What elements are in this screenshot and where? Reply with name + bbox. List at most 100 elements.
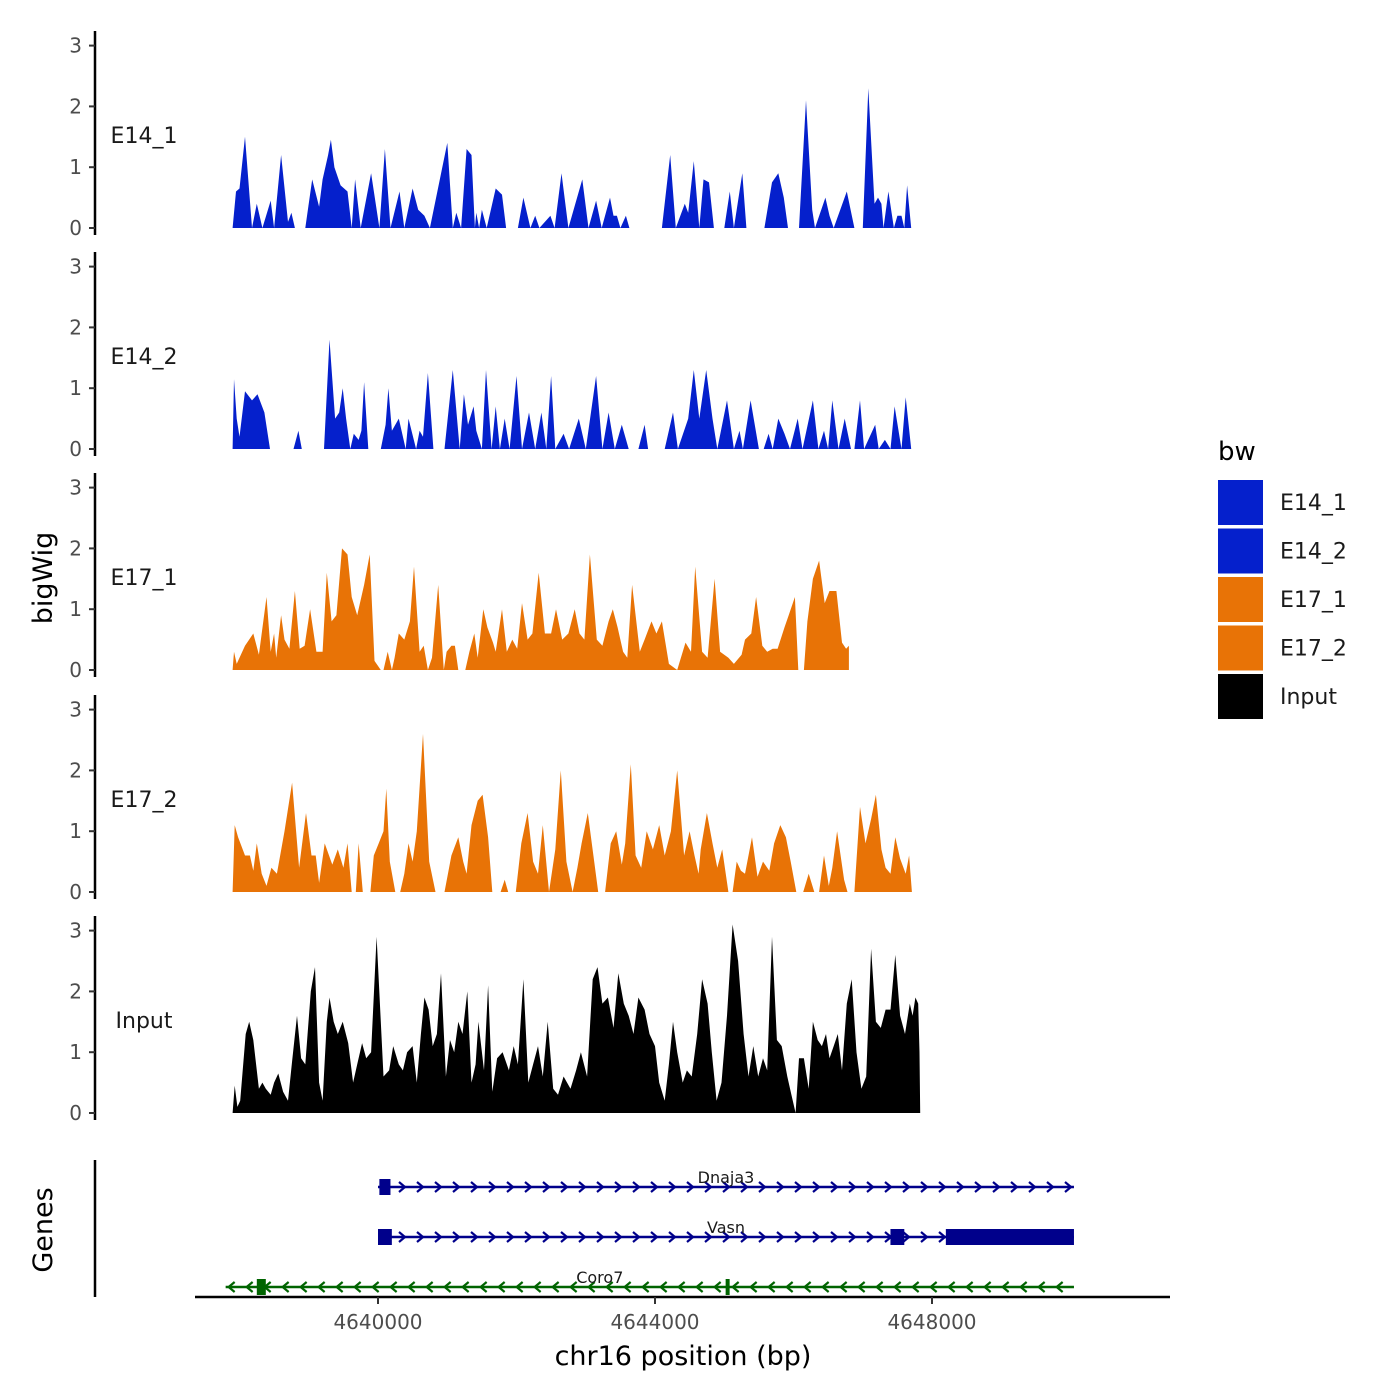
gene-dnaja3: Dnaja3 (378, 1168, 1074, 1195)
y-tick-label: 3 (69, 919, 82, 943)
track-e17-2: 0 1 2 3 E17_2 (69, 695, 912, 904)
strand-arrow (722, 1231, 731, 1243)
strand-arrow (956, 1181, 965, 1193)
strand-arrow (1064, 1181, 1073, 1193)
gene-exon (256, 1279, 266, 1295)
strand-arrow (748, 1281, 758, 1293)
y-tick-label: 3 (69, 476, 82, 500)
strand-arrow (1036, 1281, 1046, 1293)
strand-arrow (784, 1281, 794, 1293)
signal-area (232, 924, 921, 1113)
strand-arrow (794, 1181, 803, 1193)
y-tick-label: 1 (69, 155, 82, 179)
strand-arrow (434, 1231, 443, 1243)
strand-arrow (560, 1181, 569, 1193)
strand-arrow (884, 1181, 893, 1193)
strand-arrow (578, 1181, 587, 1193)
legend-item: E14_2 (1218, 528, 1347, 574)
legend-item: E14_1 (1218, 480, 1347, 525)
strand-arrow (686, 1231, 695, 1243)
signal-area (232, 548, 849, 670)
gene-name: Dnaja3 (698, 1168, 755, 1187)
strand-arrow (416, 1181, 425, 1193)
strand-arrow (802, 1281, 812, 1293)
strand-arrow (596, 1181, 605, 1193)
strand-arrow (604, 1281, 614, 1293)
signal-tracks: 0 1 2 3 E14_1 0 1 2 3 E14_2 0 1 2 3 E17_1 0 1 2 3 E17_2 0 1 2 3… (69, 31, 921, 1125)
strand-arrow (398, 1231, 407, 1243)
genes-axis-title: Genes (28, 1187, 59, 1272)
strand-arrow (658, 1281, 668, 1293)
strand-arrow (704, 1181, 713, 1193)
gene-annotation-panel: Dnaja3 Vasn Coro7 (93, 1160, 1074, 1297)
strand-arrow (452, 1231, 461, 1243)
strand-arrow (1054, 1281, 1064, 1293)
y-tick-label: 0 (69, 1101, 82, 1125)
strand-arrow (830, 1181, 839, 1193)
strand-arrow (964, 1281, 974, 1293)
strand-arrow (470, 1231, 479, 1243)
y-tick-label: 2 (69, 94, 82, 118)
strand-arrow (488, 1231, 497, 1243)
strand-arrow (794, 1231, 803, 1243)
strand-arrow (632, 1231, 641, 1243)
strand-arrow (928, 1281, 938, 1293)
track-label: E17_2 (111, 788, 178, 813)
gene-name: Vasn (707, 1218, 745, 1237)
strand-arrow (722, 1181, 731, 1193)
legend-swatch (1218, 625, 1263, 671)
strand-arrow (830, 1231, 839, 1243)
strand-arrow (1028, 1181, 1037, 1193)
strand-arrow (460, 1281, 470, 1293)
strand-arrow (452, 1181, 461, 1193)
track-e14-2: 0 1 2 3 E14_2 (69, 252, 912, 461)
y-tick-label: 0 (69, 658, 82, 682)
gene-coro7: Coro7 (225, 1268, 1074, 1295)
strand-arrow (974, 1181, 983, 1193)
strand-arrow (668, 1181, 677, 1193)
strand-arrow (920, 1231, 929, 1243)
strand-arrow (406, 1281, 416, 1293)
x-tick-label: 4644000 (610, 1310, 699, 1334)
strand-arrow (280, 1281, 290, 1293)
strand-arrow (1046, 1181, 1055, 1193)
strand-arrow (1018, 1281, 1028, 1293)
strand-arrow (478, 1281, 488, 1293)
strand-arrow (632, 1181, 641, 1193)
y-tick-label: 2 (69, 315, 82, 339)
strand-arrow (614, 1231, 623, 1243)
track-e17-1: 0 1 2 3 E17_1 (69, 473, 849, 682)
signal-area (232, 733, 912, 892)
legend-swatch (1218, 528, 1263, 574)
y-tick-label: 1 (69, 819, 82, 843)
x-axis-title: chr16 position (bp) (555, 1341, 812, 1372)
strand-arrow (776, 1181, 785, 1193)
strand-arrow (596, 1231, 605, 1243)
strand-arrow (398, 1181, 407, 1193)
track-label: E17_1 (111, 566, 178, 591)
strand-arrow (496, 1281, 506, 1293)
strand-arrow (388, 1281, 398, 1293)
legend-label: E14_1 (1280, 491, 1347, 516)
gene-exon (379, 1179, 391, 1195)
strand-arrow (920, 1181, 929, 1193)
y-tick-label: 3 (69, 34, 82, 58)
signal-area (232, 339, 912, 449)
strand-arrow (334, 1281, 344, 1293)
strand-arrow (946, 1281, 956, 1293)
gene-exon (378, 1229, 392, 1245)
gene-exon (725, 1279, 730, 1295)
strand-arrow (812, 1231, 821, 1243)
strand-arrow (416, 1231, 425, 1243)
strand-arrow (424, 1281, 434, 1293)
strand-arrow (560, 1231, 569, 1243)
legend-item: E17_1 (1218, 577, 1347, 622)
legend-label: E17_2 (1280, 637, 1347, 662)
strand-arrow (838, 1281, 848, 1293)
strand-arrow (892, 1281, 902, 1293)
strand-arrow (578, 1231, 587, 1243)
legend-swatch (1218, 480, 1263, 525)
strand-arrow (316, 1281, 326, 1293)
strand-arrow (740, 1181, 749, 1193)
x-tick-label: 4648000 (887, 1310, 976, 1334)
